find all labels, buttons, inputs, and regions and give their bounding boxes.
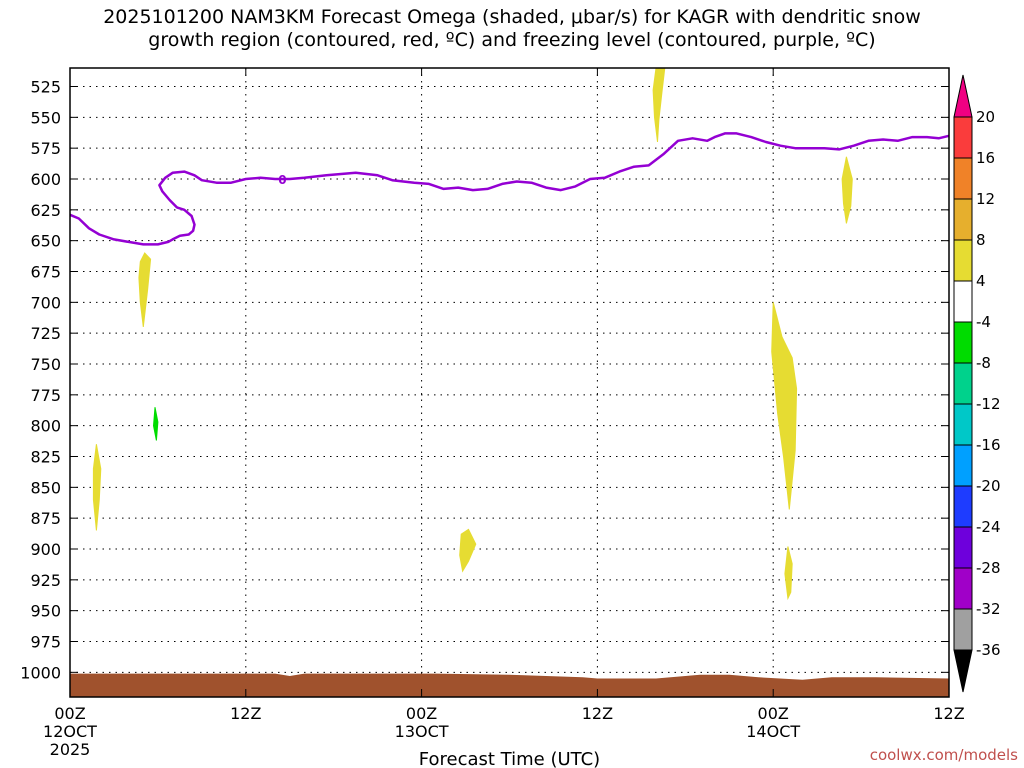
- colorbar-label: 12: [976, 190, 995, 208]
- omega-feature-5: [459, 528, 477, 573]
- x-tick-label: 12Z: [933, 704, 964, 723]
- data-layer: 0: [69, 67, 950, 697]
- y-tick-label: 575: [30, 139, 61, 158]
- omega-feature-7: [784, 546, 793, 601]
- colorbar-box: [953, 280, 973, 323]
- colorbar-box: [953, 239, 973, 282]
- y-tick-label: 650: [30, 232, 61, 251]
- colorbar-box: [953, 198, 973, 241]
- colorbar-box: [953, 608, 973, 651]
- y-tick-label: 800: [30, 417, 61, 436]
- omega-feature-1: [652, 67, 666, 143]
- credit-text[interactable]: coolwx.com/models: [870, 746, 1018, 764]
- colorbar: 20 16 12 8 4 -4 -8 -12 -16 -20 -24 -28 -32 -36: [953, 74, 1001, 693]
- colorbar-box: [953, 567, 973, 610]
- colorbar-label: -24: [976, 518, 1001, 536]
- colorbar-label: -16: [976, 436, 1001, 454]
- plot-area: [70, 68, 949, 697]
- x-tick-sublabel: 12OCT: [43, 722, 97, 741]
- y-tick-label: 700: [30, 293, 61, 312]
- y-tick-label: 750: [30, 355, 61, 374]
- x-tick-label: 00Z: [758, 704, 789, 723]
- colorbar-box: [953, 157, 973, 200]
- freezing-level-label: 0: [278, 173, 286, 187]
- colorbar-label: -12: [976, 395, 1001, 413]
- colorbar-box: [953, 485, 973, 528]
- colorbar-label: -28: [976, 559, 1001, 577]
- colorbar-label: -32: [976, 600, 1001, 618]
- chart-title-line1: 2025101200 NAM3KM Forecast Omega (shaded…: [103, 6, 921, 28]
- chart-title-line2: growth region (contoured, red, ºC) and f…: [148, 29, 876, 51]
- x-tick-label: 00Z: [406, 704, 437, 723]
- plot-frame: [69, 67, 950, 698]
- x-tick-sublabel: 13OCT: [395, 722, 449, 741]
- omega-feature-2: [841, 156, 853, 224]
- y-tick-label: 550: [30, 108, 61, 127]
- x-tick-label: 12Z: [582, 704, 613, 723]
- y-tick-label: 850: [30, 478, 61, 497]
- y-tick-label: 950: [30, 602, 61, 621]
- plot-background: [70, 68, 949, 697]
- x-axis-label: Forecast Time (UTC): [419, 749, 600, 768]
- y-tick-label: 775: [30, 386, 61, 405]
- colorbar-box: [953, 526, 973, 569]
- colorbar-bottom-triangle: [953, 649, 973, 693]
- colorbar-label: 20: [976, 108, 995, 126]
- omega-feature-8: [152, 407, 159, 441]
- colorbar-label: 4: [976, 272, 986, 290]
- omega-feature-3: [138, 252, 152, 328]
- y-tick-label: 825: [30, 448, 61, 467]
- colorbar-box: [953, 403, 973, 446]
- colorbar-box: [953, 321, 973, 364]
- x-tick-label: 12Z: [230, 704, 261, 723]
- y-tick-label: 975: [30, 633, 61, 652]
- colorbar-box: [953, 444, 973, 487]
- chart-title: 2025101200 NAM3KM Forecast Omega (shaded…: [0, 6, 1024, 52]
- y-tick-label: 625: [30, 201, 61, 220]
- colorbar-label: 16: [976, 149, 995, 167]
- surface-terrain: [70, 673, 949, 697]
- y-tick-label: 875: [30, 509, 61, 528]
- colorbar-label: -36: [976, 641, 1001, 659]
- omega-feature-6: [771, 302, 798, 510]
- colorbar-label: -8: [976, 354, 991, 372]
- y-tick-label: 675: [30, 263, 61, 282]
- x-tick-label: 00Z: [54, 704, 85, 723]
- colorbar-top-triangle: [953, 74, 973, 118]
- y-tick-label: 925: [30, 571, 61, 590]
- colorbar-label: -4: [976, 313, 991, 331]
- x-tick-year: 2025: [50, 740, 91, 759]
- colorbar-box: [953, 116, 973, 159]
- x-tick-sublabel: 14OCT: [746, 722, 800, 741]
- grid-lines: [70, 68, 949, 697]
- y-tick-label: 725: [30, 324, 61, 343]
- freezing-level-line: [69, 132, 950, 246]
- colorbar-label: 8: [976, 231, 986, 249]
- y-tick-label: 900: [30, 540, 61, 559]
- omega-feature-4: [92, 444, 102, 531]
- y-tick-label: 600: [30, 170, 61, 189]
- colorbar-box: [953, 362, 973, 405]
- colorbar-label: -20: [976, 477, 1001, 495]
- y-tick-label: 1000: [20, 663, 61, 682]
- axes: 525 550 575 600 625 650 675 700 725 750 775 800 825 8…: [20, 67, 965, 759]
- y-tick-label: 525: [30, 78, 61, 97]
